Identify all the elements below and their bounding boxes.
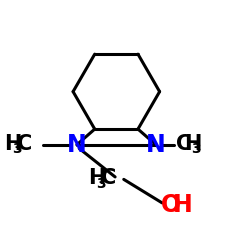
Text: N: N xyxy=(67,133,87,157)
Text: 3: 3 xyxy=(191,142,201,156)
Text: H: H xyxy=(184,134,201,154)
Text: H: H xyxy=(172,193,192,217)
Text: H: H xyxy=(88,168,105,188)
Text: C: C xyxy=(101,168,116,188)
Text: C: C xyxy=(17,134,32,154)
Text: C: C xyxy=(176,134,191,154)
Text: H: H xyxy=(4,134,21,154)
Text: 3: 3 xyxy=(96,177,106,191)
Text: 3: 3 xyxy=(12,142,22,156)
Text: N: N xyxy=(146,133,166,157)
Text: O: O xyxy=(161,193,181,217)
